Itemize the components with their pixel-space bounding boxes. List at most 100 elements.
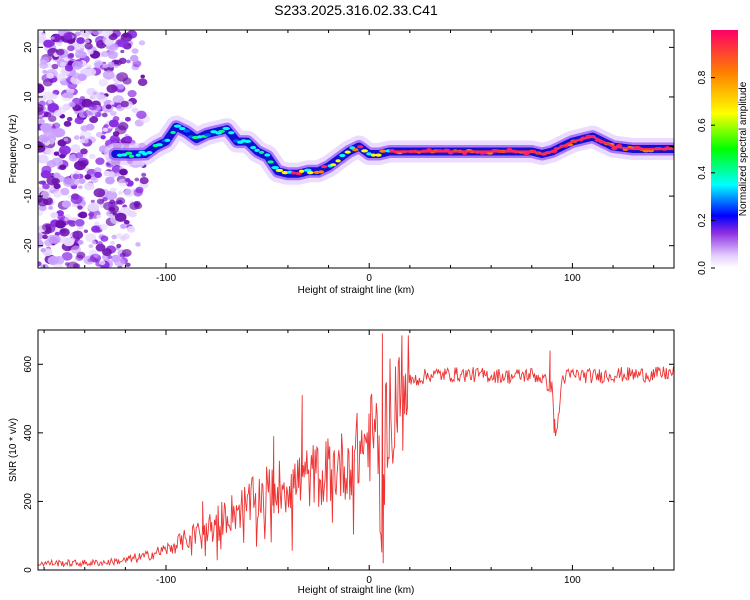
colorbar-axes: 0.0 0.2 0.4 0.6 0.8 xyxy=(697,70,715,275)
noise-blob xyxy=(97,41,102,45)
noise-blob xyxy=(99,223,108,231)
noise-blob xyxy=(93,188,106,198)
noise-blob xyxy=(85,233,96,242)
noise-blob xyxy=(74,116,84,125)
ridge-blob xyxy=(318,170,325,174)
noise-blob xyxy=(125,262,131,268)
noise-blob xyxy=(93,253,99,258)
snr-xlabel: Height of straight line (km) xyxy=(298,585,415,596)
colorbar-tick-label: 0.0 xyxy=(697,261,708,275)
noise-blob xyxy=(48,115,57,123)
colorbar: 0.0 0.2 0.4 0.6 0.8 Normalized spectral ampl… xyxy=(697,30,749,275)
noise-blob xyxy=(99,260,106,266)
ridge-blob xyxy=(179,126,186,131)
ridge-blob xyxy=(271,166,279,170)
noise-blob xyxy=(47,255,60,266)
noise-blob xyxy=(108,119,119,128)
noise-blob xyxy=(41,165,52,174)
noise-blob xyxy=(70,194,83,205)
snr-plot-area xyxy=(38,333,674,568)
snr-xtick-label: 100 xyxy=(564,575,581,586)
noise-blob xyxy=(114,257,126,267)
ridge-blob xyxy=(357,145,364,149)
noise-blob xyxy=(39,56,50,64)
ridge-blob xyxy=(298,169,305,173)
noise-blob xyxy=(57,139,67,147)
noise-blob xyxy=(56,73,67,82)
noise-blob xyxy=(52,122,61,129)
noise-blob xyxy=(115,197,126,205)
noise-blob xyxy=(44,142,50,147)
noise-blob xyxy=(95,243,106,252)
noise-blob xyxy=(61,200,71,208)
spectrogram-xtick-label: 0 xyxy=(366,273,372,284)
noise-blob xyxy=(94,167,102,174)
noise-blob xyxy=(135,242,141,247)
noise-blob xyxy=(108,32,118,41)
noise-blob xyxy=(77,73,87,82)
noise-blob xyxy=(113,64,119,69)
noise-blob xyxy=(101,112,108,118)
noise-blob xyxy=(97,94,108,104)
noise-blob xyxy=(117,39,128,48)
ridge-blob xyxy=(366,152,372,156)
noise-blob xyxy=(89,115,99,124)
noise-blob xyxy=(51,63,59,70)
ridge-core-red xyxy=(389,135,674,156)
noise-blob xyxy=(53,183,61,190)
noise-blob xyxy=(110,101,115,105)
noise-blob xyxy=(63,57,69,62)
noise-blob xyxy=(56,48,65,56)
noise-blob xyxy=(106,84,118,93)
ridge-blob xyxy=(379,149,387,153)
noise-blob xyxy=(68,101,76,108)
noise-blob xyxy=(55,220,66,229)
noise-blob xyxy=(38,119,45,125)
noise-blob xyxy=(58,106,67,113)
noise-blob xyxy=(141,172,147,177)
noise-blob xyxy=(87,49,94,55)
snr-ytick-label: 200 xyxy=(23,493,34,510)
noise-blob xyxy=(38,232,44,241)
ridge-blob xyxy=(522,151,531,156)
noise-blob xyxy=(134,177,140,182)
noise-blob xyxy=(77,239,84,245)
noise-blob xyxy=(72,230,84,240)
ridge-blob xyxy=(304,168,312,172)
noise-blob xyxy=(73,135,80,140)
spectrogram-ylabel: Frequency (Hz) xyxy=(8,115,19,184)
noise-blob xyxy=(64,65,74,72)
noise-blob xyxy=(66,116,73,122)
ridge-blob xyxy=(370,153,377,157)
noise-blob xyxy=(91,30,103,36)
noise-blob xyxy=(38,94,47,102)
colorbar-tick-label: 0.4 xyxy=(697,165,708,179)
noise-blob xyxy=(132,60,142,68)
noise-blob xyxy=(109,43,119,51)
noise-blob xyxy=(40,190,52,199)
noise-blob xyxy=(77,205,83,210)
ridge-blob xyxy=(307,171,314,175)
noise-blob xyxy=(51,177,61,185)
figure-title: S233.2025.316.02.33.C41 xyxy=(274,2,438,18)
spectrogram-ytick-label: -20 xyxy=(23,238,34,253)
ridge-blob xyxy=(344,150,351,154)
noise-blob xyxy=(73,259,78,263)
ridge-blob xyxy=(375,153,382,157)
noise-blob xyxy=(38,197,49,207)
ridge-blob xyxy=(320,165,328,169)
spectrogram-ytick-label: 20 xyxy=(23,41,34,53)
noise-blob xyxy=(74,218,85,227)
noise-blob xyxy=(39,62,48,69)
ridge-blob xyxy=(155,143,163,147)
noise-blob xyxy=(105,104,112,110)
ridge-blob xyxy=(250,146,257,150)
noise-blob xyxy=(101,50,109,58)
noise-blob xyxy=(97,241,103,246)
noise-blob xyxy=(95,157,105,165)
noise-blob xyxy=(100,235,109,242)
noise-blob xyxy=(138,40,146,46)
noise-blob xyxy=(78,211,88,219)
